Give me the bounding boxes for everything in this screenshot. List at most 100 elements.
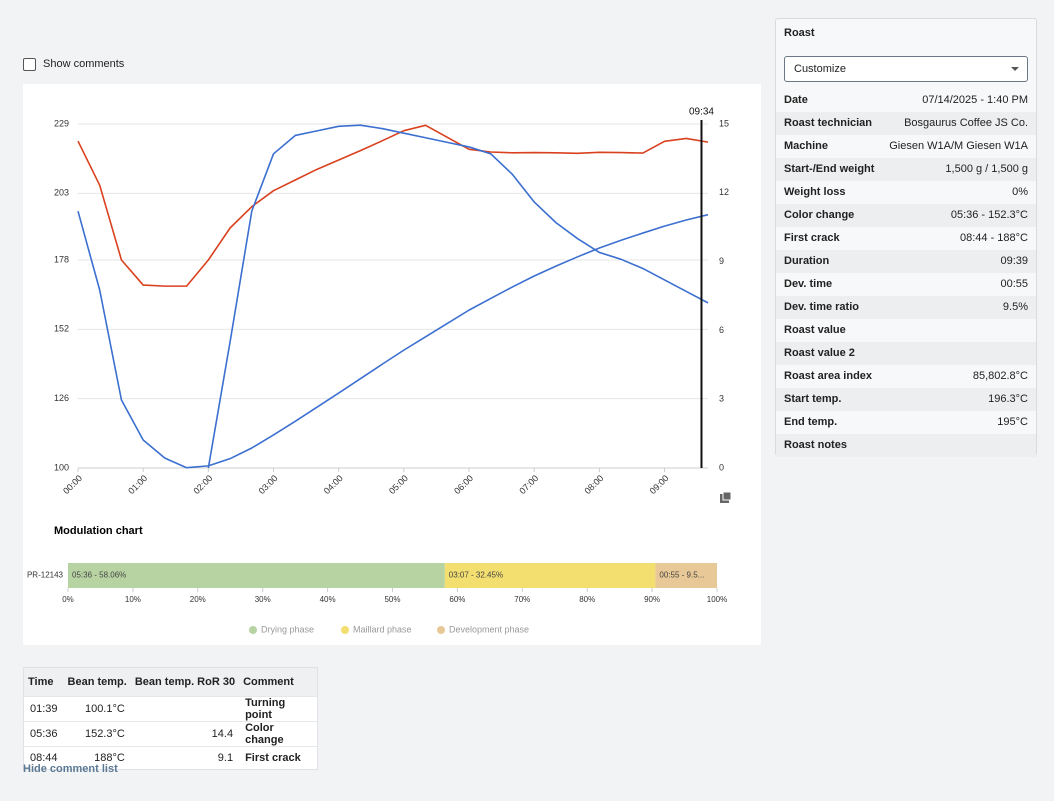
row-label: Start-/End weight xyxy=(784,163,875,175)
modulation-title: Modulation chart xyxy=(54,525,143,537)
row-value: 0% xyxy=(1012,186,1028,198)
y2-tick-label: 12 xyxy=(719,187,729,197)
x-tick-label: 30% xyxy=(255,595,271,604)
customize-dropdown[interactable]: Customize xyxy=(784,56,1028,82)
legend-swatch xyxy=(437,626,445,634)
row-label: Weight loss xyxy=(784,186,846,198)
table-cell: 01:39 xyxy=(23,696,64,722)
y-tick-label: 152 xyxy=(54,324,69,334)
time-marker-label: 09:34 xyxy=(689,107,714,118)
table-cell: 14.4 xyxy=(130,721,240,747)
legend-label: Drying phase xyxy=(261,624,314,634)
column-header: Comment xyxy=(239,667,318,697)
panel-row: Color change 05:36 - 152.3°C xyxy=(776,204,1036,227)
row-value: 9.5% xyxy=(1002,301,1028,313)
roast-panel: Roast Customize Date 07/14/2025 - 1:40 PM… xyxy=(775,18,1037,457)
x-tick-label: 80% xyxy=(579,595,595,604)
table-cell: 08:44 xyxy=(23,746,64,770)
row-label: Dev. time ratio xyxy=(784,301,859,313)
x-tick-label: 10% xyxy=(125,595,141,604)
panel-row: First crack 08:44 - 188°C xyxy=(776,227,1036,250)
table-cell: 152.3°C xyxy=(63,721,131,747)
y2-tick-label: 6 xyxy=(719,325,724,335)
hide-comment-link[interactable]: Hide comment list xyxy=(23,763,118,775)
series-line xyxy=(77,210,709,469)
series-line xyxy=(207,124,709,469)
x-tick-label: 90% xyxy=(644,595,660,604)
y-tick-label: 178 xyxy=(54,254,69,264)
row-label: Roast notes xyxy=(784,439,847,451)
row-label: Duration xyxy=(784,255,830,267)
panel-title: Roast xyxy=(784,27,815,39)
x-tick-label: 20% xyxy=(190,595,206,604)
x-tick-label: 60% xyxy=(449,595,465,604)
x-tick-label: 0% xyxy=(62,595,74,604)
table-cell: Turning point xyxy=(239,696,318,722)
row-label: Machine xyxy=(784,140,829,152)
x-tick-label: 70% xyxy=(514,595,530,604)
show-comments-label[interactable]: Show comments xyxy=(43,58,125,70)
phase-segment xyxy=(444,563,656,588)
panel-row: Roast technician Bosgaurus Coffee JS Co. xyxy=(776,112,1036,135)
dropdown-text: Customize xyxy=(794,63,846,75)
row-label: Date xyxy=(784,94,808,106)
row-value: 196.3°C xyxy=(988,393,1028,405)
row-value: 85,802.8°C xyxy=(972,370,1028,382)
panel-row: End temp. 195°C xyxy=(776,411,1036,434)
column-header: Bean temp. RoR 30 xyxy=(130,667,240,697)
y-tick-label: 100 xyxy=(54,462,69,472)
row-value: 09:39 xyxy=(1000,255,1028,267)
table-cell: First crack xyxy=(239,746,318,770)
table-body: 01:39 100.1°C Turning point 05:36 152.3°C 14.… xyxy=(23,696,318,770)
show-comments-checkbox[interactable] xyxy=(23,58,36,71)
row-value: 195°C xyxy=(997,416,1028,428)
panel-row: Roast value 2 xyxy=(776,342,1036,365)
table-cell: 188°C xyxy=(63,746,131,770)
chart-card xyxy=(23,84,761,645)
row-label: Start temp. xyxy=(784,393,842,405)
y2-tick-label: 3 xyxy=(719,394,724,404)
row-value: 08:44 - 188°C xyxy=(960,232,1028,244)
column-header: Time xyxy=(23,667,64,697)
row-label: Roast value xyxy=(784,324,846,336)
panel-row: Weight loss 0% xyxy=(776,181,1036,204)
panel-row: Roast notes xyxy=(776,434,1036,457)
row-value: Giesen W1A/M Giesen W1A xyxy=(889,140,1028,152)
panel-row: Start temp. 196.3°C xyxy=(776,388,1036,411)
expand-icon[interactable] xyxy=(720,491,732,503)
table-cell: 05:36 xyxy=(23,721,64,747)
table-row: 01:39 100.1°C Turning point xyxy=(23,696,318,722)
row-value: Bosgaurus Coffee JS Co. xyxy=(904,117,1028,129)
category-label: PR-12143 xyxy=(27,571,64,580)
table-cell: 100.1°C xyxy=(63,696,131,722)
row-label: Roast technician xyxy=(784,117,873,129)
table-header: Time Bean temp. Bean temp. RoR 30 Comment xyxy=(23,667,318,697)
panel-row: Dev. time 00:55 xyxy=(776,273,1036,296)
column-header: Bean temp. xyxy=(63,667,131,697)
row-value: 07/14/2025 - 1:40 PM xyxy=(922,94,1028,106)
segment-label: 03:07 - 32.45% xyxy=(449,571,503,580)
row-label: End temp. xyxy=(784,416,838,428)
comment-table: Time Bean temp. Bean temp. RoR 30 Comment 01… xyxy=(23,667,318,770)
legend-swatch xyxy=(341,626,349,634)
table-cell: Color change xyxy=(239,721,318,747)
segment-label: 00:55 - 9.5... xyxy=(659,571,704,580)
y2-tick-label: 15 xyxy=(719,118,729,128)
panel-row: Date 07/14/2025 - 1:40 PM xyxy=(776,89,1036,112)
series-line xyxy=(77,124,709,287)
y2-tick-label: 0 xyxy=(719,462,724,472)
y-tick-label: 229 xyxy=(54,118,69,128)
row-label: Color change xyxy=(784,209,855,221)
dropdown-arrow xyxy=(1011,67,1019,75)
x-tick-label: 40% xyxy=(320,595,336,604)
panel-row: Machine Giesen W1A/M Giesen W1A xyxy=(776,135,1036,158)
phase-segment xyxy=(655,563,717,588)
panel-row: Duration 09:39 xyxy=(776,250,1036,273)
x-tick-label: 50% xyxy=(384,595,400,604)
table-cell: 9.1 xyxy=(130,746,240,770)
legend-label: Maillard phase xyxy=(353,624,412,634)
row-value: 00:55 xyxy=(1000,278,1028,290)
row-label: Dev. time xyxy=(784,278,833,290)
table-row: 08:44 188°C 9.1 First crack xyxy=(23,746,318,770)
